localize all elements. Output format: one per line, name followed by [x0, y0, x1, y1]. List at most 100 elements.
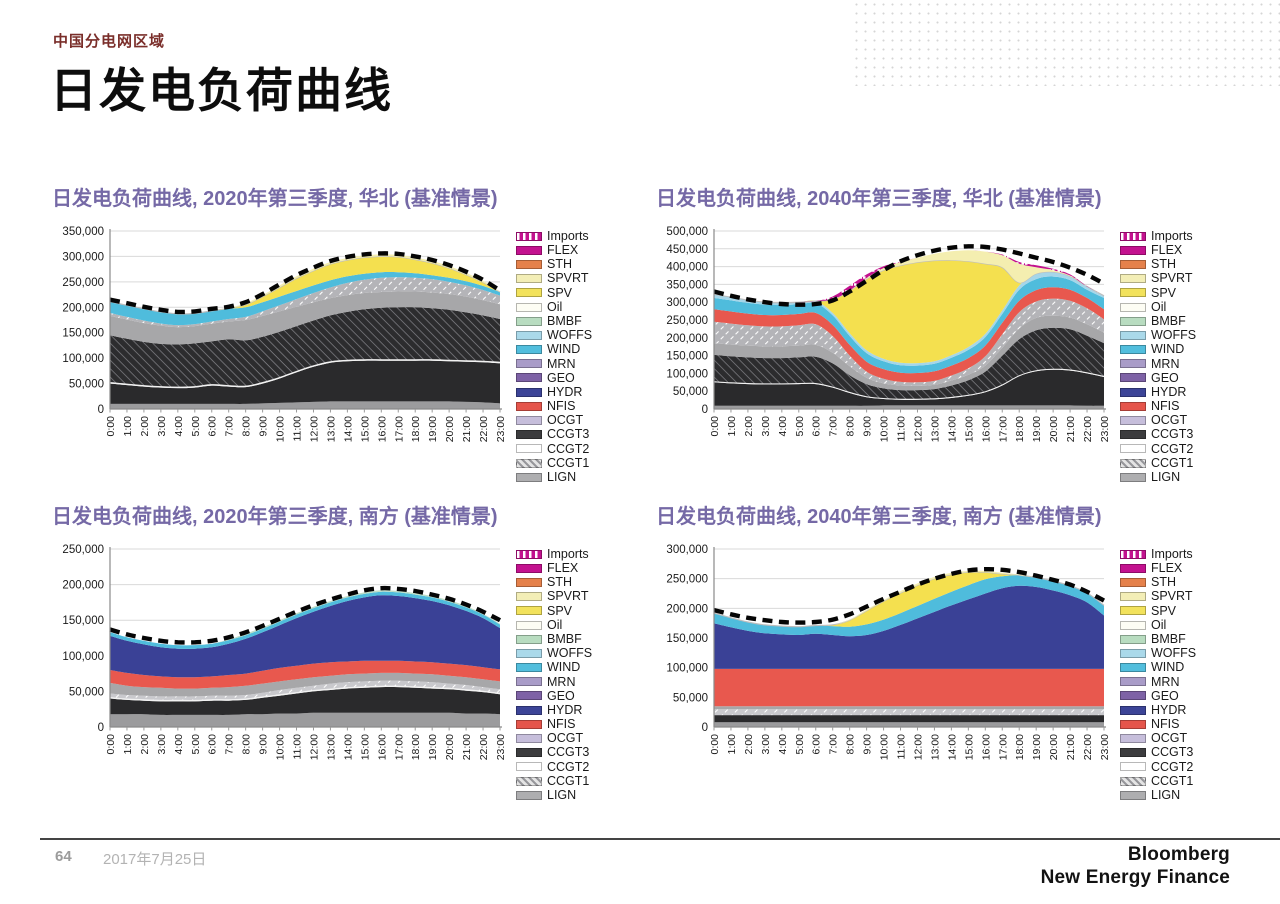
load-curve-dashed-line — [109, 585, 501, 645]
x-axis-tick-label: 20:00 — [1048, 416, 1060, 442]
legend-item-spv: SPV — [516, 286, 592, 300]
area-layer-ocgt — [714, 315, 1104, 391]
area-layer-ccgt1 — [714, 327, 1104, 399]
dot-grid-pattern — [852, 0, 1280, 86]
x-axis-tick-label: 4:00 — [777, 734, 789, 755]
x-axis-tick-label: 4:00 — [173, 416, 185, 437]
legend-item-oil: Oil — [516, 300, 592, 314]
x-axis-tick-label: 21:00 — [461, 416, 473, 442]
x-axis-tick-label: 10:00 — [275, 416, 287, 442]
y-axis-tick-label: 300,000 — [666, 544, 708, 556]
legend-item-sth: STH — [1120, 257, 1196, 271]
legend-label-wind: WIND — [1151, 342, 1185, 357]
x-axis-tick-label: 9:00 — [258, 416, 270, 437]
legend-item-ccgt3: CCGT3 — [516, 428, 592, 442]
legend-item-nfis: NFIS — [1120, 717, 1196, 731]
legend-item-ccgt2: CCGT2 — [1120, 442, 1196, 456]
area-layer-lign — [110, 712, 500, 727]
legend-label-woffs: WOFFS — [547, 328, 593, 343]
legend-label-wind: WIND — [547, 660, 581, 675]
legend-swatch-oil — [1120, 302, 1146, 312]
x-axis-tick-label: 5:00 — [794, 416, 806, 437]
legend-item-nfis: NFIS — [516, 399, 592, 413]
legend-label-woffs: WOFFS — [547, 646, 593, 661]
legend-item-nfis: NFIS — [516, 717, 592, 731]
legend-swatch-oil — [1120, 620, 1146, 630]
legend-label-flex: FLEX — [547, 243, 579, 258]
x-axis-tick-label: 6:00 — [207, 416, 219, 437]
legend-swatch-mrn — [516, 359, 542, 369]
legend-swatch-ccgt1 — [516, 776, 542, 786]
bnef-logo-line1: Bloomberg — [1127, 844, 1230, 865]
legend-item-woffs: WOFFS — [516, 646, 592, 660]
x-axis-tick-label: 14:00 — [946, 734, 958, 760]
y-axis-tick-label: 0 — [98, 722, 104, 734]
legend-label-flex: FLEX — [547, 561, 579, 576]
legend-item-ccgt2: CCGT2 — [516, 442, 592, 456]
chart-legend: Imports FLEX STH SPVRT SPV Oil BMBF WOFFS WIND MR… — [516, 547, 592, 802]
legend-swatch-ccgt2 — [1120, 762, 1146, 772]
y-axis-tick-label: 200,000 — [666, 603, 708, 615]
legend-label-bmbf: BMBF — [547, 313, 582, 328]
legend-item-flex: FLEX — [516, 561, 592, 575]
legend-label-lign: LIGN — [547, 788, 577, 803]
legend-item-wind: WIND — [516, 343, 592, 357]
legend-item-ccgt3: CCGT3 — [1120, 428, 1196, 442]
legend-swatch-hydr — [1120, 705, 1146, 715]
x-axis-tick-label: 9:00 — [862, 416, 874, 437]
legend-swatch-geo — [1120, 691, 1146, 701]
x-axis-tick-label: 17:00 — [997, 416, 1009, 442]
x-axis-tick-label: 18:00 — [410, 734, 422, 760]
legend-item-wind: WIND — [516, 661, 592, 675]
legend-swatch-spv — [1120, 606, 1146, 616]
legend-swatch-spvrt — [1120, 274, 1146, 284]
legend-label-oil: Oil — [1151, 299, 1167, 314]
legend-swatch-spv — [1120, 288, 1146, 298]
x-axis-tick-label: 19:00 — [427, 734, 439, 760]
page-number: 64 — [55, 848, 72, 865]
x-axis-tick-label: 16:00 — [376, 416, 388, 442]
legend-item-ocgt: OCGT — [1120, 731, 1196, 745]
chart-section-south-2020: 日发电负荷曲线, 2020年第三季度, 南方 (基准情景) 0 50,000 100… — [52, 500, 652, 802]
x-axis-tick-label: 16:00 — [980, 734, 992, 760]
legend-swatch-spv — [516, 606, 542, 616]
legend-label-lign: LIGN — [1151, 788, 1181, 803]
x-axis-tick-label: 10:00 — [879, 416, 891, 442]
legend-label-wind: WIND — [1151, 660, 1185, 675]
legend-swatch-nfis — [1120, 401, 1146, 411]
area-layer-ocgt — [714, 706, 1104, 710]
area-layer-mrn — [714, 298, 1104, 386]
area-layer-ccgt1 — [110, 680, 500, 700]
x-axis-tick-label: 3:00 — [760, 416, 772, 437]
legend-swatch-sth — [1120, 577, 1146, 587]
legend-swatch-ccgt1 — [1120, 776, 1146, 786]
x-axis-tick-label: 15:00 — [963, 416, 975, 442]
legend-label-ccgt1: CCGT1 — [547, 455, 590, 470]
x-axis-tick-label: 5:00 — [190, 734, 202, 755]
legend-swatch-woffs — [516, 648, 542, 658]
legend-label-ccgt2: CCGT2 — [547, 441, 590, 456]
legend-swatch-lign — [1120, 472, 1146, 482]
x-axis-tick-label: 11:00 — [896, 734, 908, 760]
legend-item-ocgt: OCGT — [1120, 413, 1196, 427]
y-axis-tick-label: 150,000 — [666, 633, 708, 645]
x-axis-tick-label: 14:00 — [342, 734, 354, 760]
legend-label-ocgt: OCGT — [1151, 731, 1188, 746]
legend-swatch-ocgt — [516, 734, 542, 744]
legend-label-spv: SPV — [547, 285, 573, 300]
x-axis-tick-label: 9:00 — [862, 734, 874, 755]
x-axis-tick-label: 11:00 — [896, 416, 908, 442]
legend-swatch-nfis — [516, 401, 542, 411]
legend-swatch-flex — [516, 245, 542, 255]
legend-label-flex: FLEX — [1151, 243, 1183, 258]
x-axis-tick-label: 4:00 — [173, 734, 185, 755]
legend-item-woffs: WOFFS — [1120, 646, 1196, 660]
legend-label-geo: GEO — [547, 370, 575, 385]
chart-canvas-south-2040: 0 50,000 100,000 150,000 200,000 250,000 300,0… — [656, 543, 1118, 779]
legend-item-ccgt1: CCGT1 — [1120, 456, 1196, 470]
x-axis-tick-label: 20:00 — [1048, 734, 1060, 760]
area-layer-spv — [714, 571, 1104, 627]
area-layer-nfis — [110, 660, 500, 689]
legend-item-hydr: HYDR — [516, 703, 592, 717]
